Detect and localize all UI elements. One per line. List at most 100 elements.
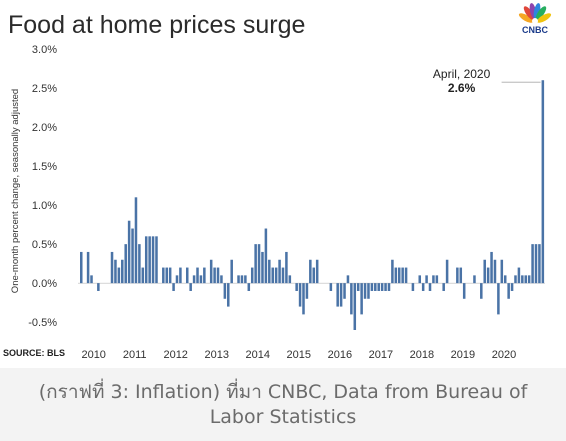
bar — [356, 283, 360, 291]
y-tick-label: 2.5% — [32, 83, 57, 95]
bar — [312, 267, 316, 284]
x-tick-label: 2017 — [369, 349, 393, 361]
y-tick-label: 3.0% — [32, 44, 57, 56]
bar — [527, 275, 531, 284]
x-tick-label: 2011 — [123, 349, 147, 361]
bar — [264, 228, 268, 284]
bar — [127, 220, 131, 284]
x-tick-label: 2018 — [410, 349, 434, 361]
bar — [315, 259, 319, 284]
bar — [80, 251, 83, 284]
bar — [117, 267, 121, 284]
bar — [510, 283, 514, 291]
bar — [538, 244, 541, 284]
bar — [138, 244, 141, 284]
bar — [175, 275, 179, 284]
bar — [503, 275, 507, 284]
x-tick-label: 2016 — [328, 349, 352, 361]
bar — [172, 283, 175, 291]
bar — [500, 259, 504, 284]
bar — [261, 251, 264, 284]
bar — [124, 244, 127, 284]
bar — [144, 236, 148, 284]
bar — [162, 267, 165, 284]
bar — [237, 275, 240, 284]
y-tick-label: 2.0% — [32, 122, 57, 134]
x-tick-label: 2010 — [81, 349, 105, 361]
bar — [432, 275, 435, 284]
bar — [418, 275, 422, 284]
bar — [421, 283, 425, 291]
bar — [394, 267, 398, 284]
bar — [110, 251, 114, 284]
source-note: SOURCE: BLS — [3, 348, 65, 358]
bar — [456, 267, 459, 284]
bar — [203, 267, 206, 284]
bar — [302, 283, 305, 315]
bar — [490, 251, 493, 284]
bar — [531, 244, 534, 284]
y-axis-title: One-month percent change, seasonally adj… — [10, 89, 21, 293]
bar — [353, 283, 357, 330]
bar — [185, 267, 189, 284]
x-tick-label: 2012 — [163, 349, 187, 361]
bar — [227, 283, 230, 307]
bar — [90, 275, 93, 284]
bar — [397, 267, 401, 284]
figure-caption: (กราฟที่ 3: Inflation) ที่มา CNBC, Data … — [38, 380, 528, 428]
bar — [459, 267, 463, 284]
caption-bar: (กราฟที่ 3: Inflation) ที่มา CNBC, Data … — [0, 368, 566, 441]
bar — [380, 283, 384, 291]
chart-title: Food at home prices surge — [8, 11, 305, 39]
bar — [370, 283, 374, 291]
bar — [462, 283, 466, 299]
bar — [350, 283, 353, 315]
bar — [268, 259, 271, 284]
x-tick-label: 2013 — [205, 349, 229, 361]
bar — [220, 275, 223, 284]
bar — [493, 259, 497, 284]
bar — [179, 267, 182, 284]
bar — [240, 275, 244, 284]
bar — [497, 283, 500, 315]
peacock-icon — [518, 3, 552, 24]
bar — [428, 283, 432, 291]
bar — [425, 275, 428, 284]
bar — [507, 283, 510, 299]
bar — [305, 283, 309, 299]
bar — [250, 267, 254, 284]
bar — [363, 283, 367, 299]
x-axis: 2010 2011 2012 2013 2014 2015 2016 2017 2018 2019… — [81, 349, 516, 361]
bar — [480, 283, 483, 299]
bar — [387, 283, 391, 291]
bar — [274, 267, 278, 284]
bar — [247, 283, 251, 291]
bar — [411, 283, 415, 291]
bar — [541, 80, 545, 284]
bar — [521, 275, 524, 284]
bar — [534, 244, 538, 284]
bar — [435, 275, 439, 284]
bar — [155, 236, 158, 284]
x-tick-label: 2015 — [287, 349, 311, 361]
bar — [97, 283, 100, 291]
y-tick-label: 0.5% — [32, 239, 57, 251]
bar — [216, 267, 220, 284]
annotation-value: 2.6% — [448, 81, 476, 95]
bar — [391, 259, 394, 284]
chart-canvas: Food at home prices surge CNBC One-month… — [3, 3, 552, 361]
bar — [168, 267, 172, 284]
bar — [223, 283, 227, 299]
bar — [134, 197, 138, 284]
y-tick-label: 0.0% — [32, 278, 57, 290]
bar — [192, 275, 196, 284]
bar — [445, 259, 449, 284]
bar — [278, 259, 281, 284]
bar — [141, 267, 145, 284]
bar — [298, 283, 302, 307]
bar — [148, 236, 151, 284]
bar — [483, 259, 486, 284]
bar — [360, 283, 363, 315]
bar — [257, 244, 261, 284]
